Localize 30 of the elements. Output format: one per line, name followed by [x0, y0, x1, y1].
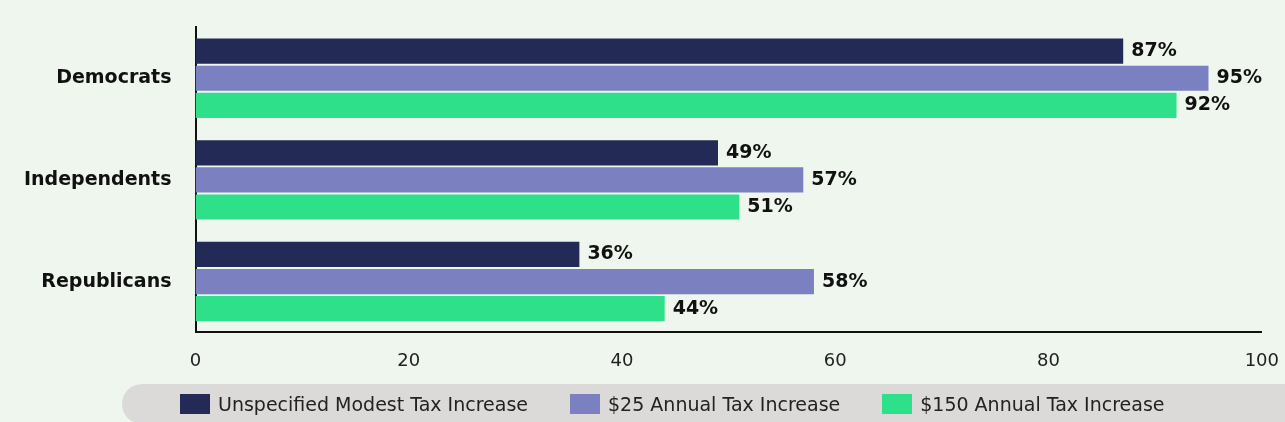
bar [195, 140, 718, 166]
x-tick-label: 60 [823, 348, 847, 370]
x-tick-label: 20 [397, 348, 421, 370]
bar [195, 65, 1209, 91]
x-tick-label: 40 [610, 348, 634, 370]
x-tick-label: 0 [189, 348, 202, 370]
bar [195, 296, 665, 322]
bar [195, 241, 580, 268]
data-label: 95% [1216, 65, 1262, 88]
bar [195, 268, 814, 295]
legend-label: Unspecified Modest Tax Increase [218, 393, 529, 415]
data-label: 36% [587, 241, 633, 264]
data-label: 44% [672, 295, 719, 318]
x-tick-label: 100 [1244, 348, 1279, 370]
data-label: 49% [726, 139, 772, 162]
y-tick-label: Republicans [41, 268, 172, 291]
bar [195, 92, 1177, 118]
bar [195, 38, 1124, 64]
bar [195, 194, 740, 220]
legend-label: $25 Annual Tax Increase [608, 393, 841, 415]
bar [195, 167, 804, 193]
data-label: 58% [821, 268, 868, 291]
data-label: 92% [1184, 92, 1230, 115]
x-tick-label: 80 [1037, 348, 1061, 370]
y-tick-label: Democrats [56, 65, 172, 88]
legend-label: $150 Annual Tax Increase [920, 393, 1165, 415]
y-tick-label: Independents [23, 166, 172, 189]
data-label: 87% [1131, 38, 1177, 61]
data-label: 51% [747, 193, 793, 216]
data-label: 57% [811, 166, 857, 189]
